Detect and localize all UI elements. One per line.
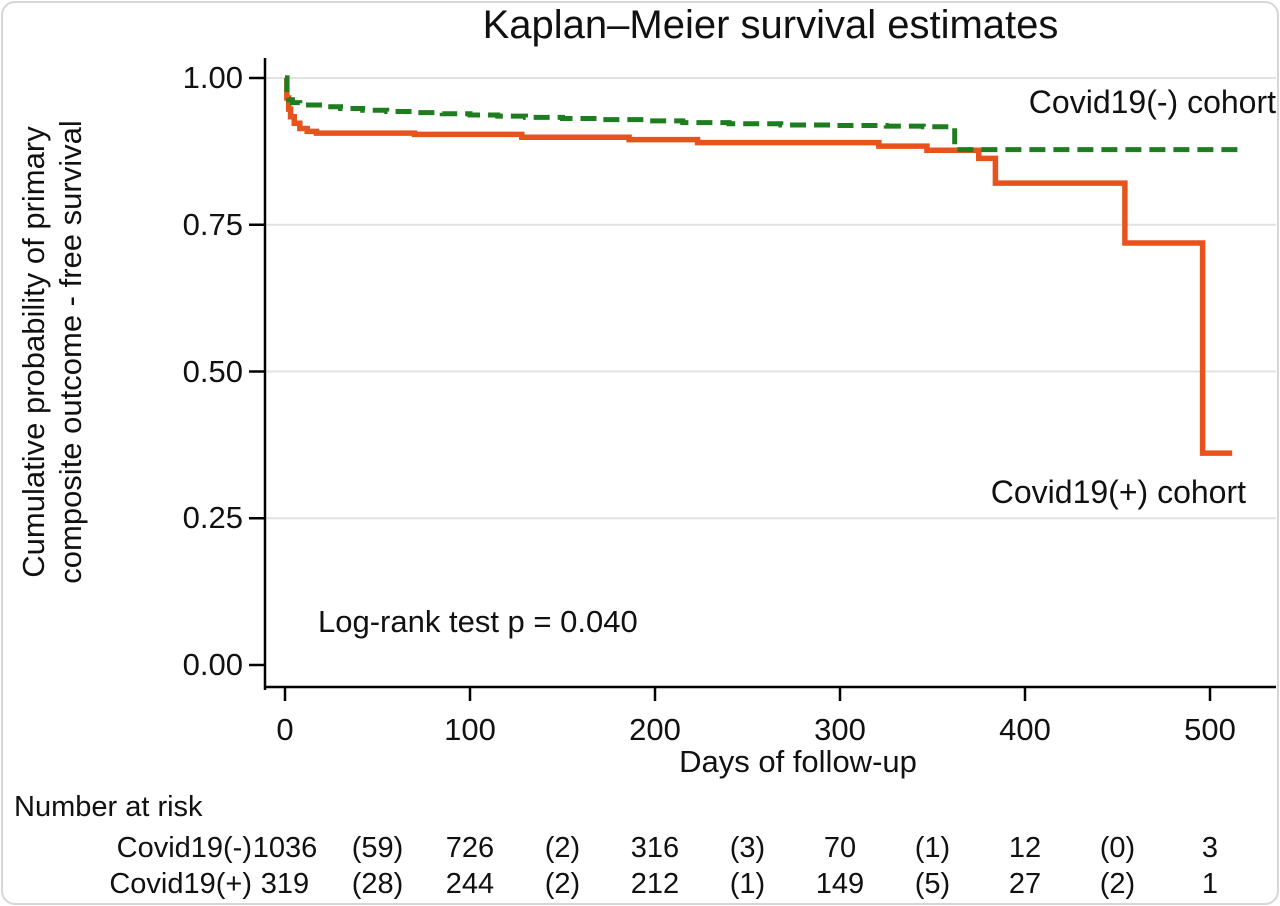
risk-value: (3) bbox=[729, 832, 766, 864]
risk-row-label: Covid19(-) bbox=[116, 832, 252, 864]
x-tick-label: 200 bbox=[629, 712, 681, 747]
risk-row-label: Covid19(+) bbox=[109, 868, 252, 900]
cohort-negative-label: Covid19(-) cohort bbox=[1028, 84, 1276, 120]
risk-value: 12 bbox=[1008, 832, 1042, 864]
risk-value: (0) bbox=[1099, 832, 1136, 864]
x-axis-label: Days of follow-up bbox=[679, 744, 917, 779]
risk-value: 27 bbox=[1008, 868, 1042, 900]
risk-value: (2) bbox=[544, 832, 581, 864]
risk-value: 212 bbox=[630, 868, 680, 900]
risk-value: (1) bbox=[914, 832, 951, 864]
y-tick-label: 0.75 bbox=[182, 206, 243, 242]
risk-value: (5) bbox=[914, 868, 951, 900]
x-tick-label: 100 bbox=[444, 712, 496, 747]
x-tick-label: 400 bbox=[999, 712, 1051, 747]
chart-title: Kaplan–Meier survival estimates bbox=[482, 3, 1059, 47]
risk-value: (1) bbox=[729, 868, 766, 900]
logrank-pvalue-annotation: Log-rank test p = 0.040 bbox=[318, 604, 638, 639]
risk-value: 1036 bbox=[252, 832, 318, 864]
x-tick-label: 0 bbox=[276, 712, 294, 747]
risk-value: (28) bbox=[351, 868, 404, 900]
risk-value: 1 bbox=[1201, 868, 1219, 900]
risk-value: 244 bbox=[445, 868, 495, 900]
cohort-positive-label: Covid19(+) cohort bbox=[990, 474, 1246, 510]
risk-value: 3 bbox=[1201, 832, 1219, 864]
survival-curve-covid-positive bbox=[284, 75, 1233, 456]
y-tick-label: 0.25 bbox=[182, 500, 243, 536]
risk-value: 319 bbox=[260, 868, 310, 900]
x-tick-label: 500 bbox=[1184, 712, 1236, 747]
risk-value: 70 bbox=[823, 832, 857, 864]
y-tick-label: 0.00 bbox=[182, 647, 243, 682]
risk-value: (2) bbox=[544, 868, 581, 900]
y-tick-label: 0.50 bbox=[182, 353, 243, 389]
risk-value: 316 bbox=[630, 832, 680, 864]
risk-value: (59) bbox=[351, 832, 404, 864]
risk-value: 149 bbox=[815, 868, 865, 900]
risk-value: 726 bbox=[445, 832, 495, 864]
risk-value: (2) bbox=[1099, 868, 1136, 900]
risk-table-header: Number at risk bbox=[14, 791, 203, 823]
survival-curve-covid-negative bbox=[284, 75, 1242, 153]
y-tick-label: 1.00 bbox=[182, 60, 243, 95]
x-tick-label: 300 bbox=[814, 712, 866, 747]
